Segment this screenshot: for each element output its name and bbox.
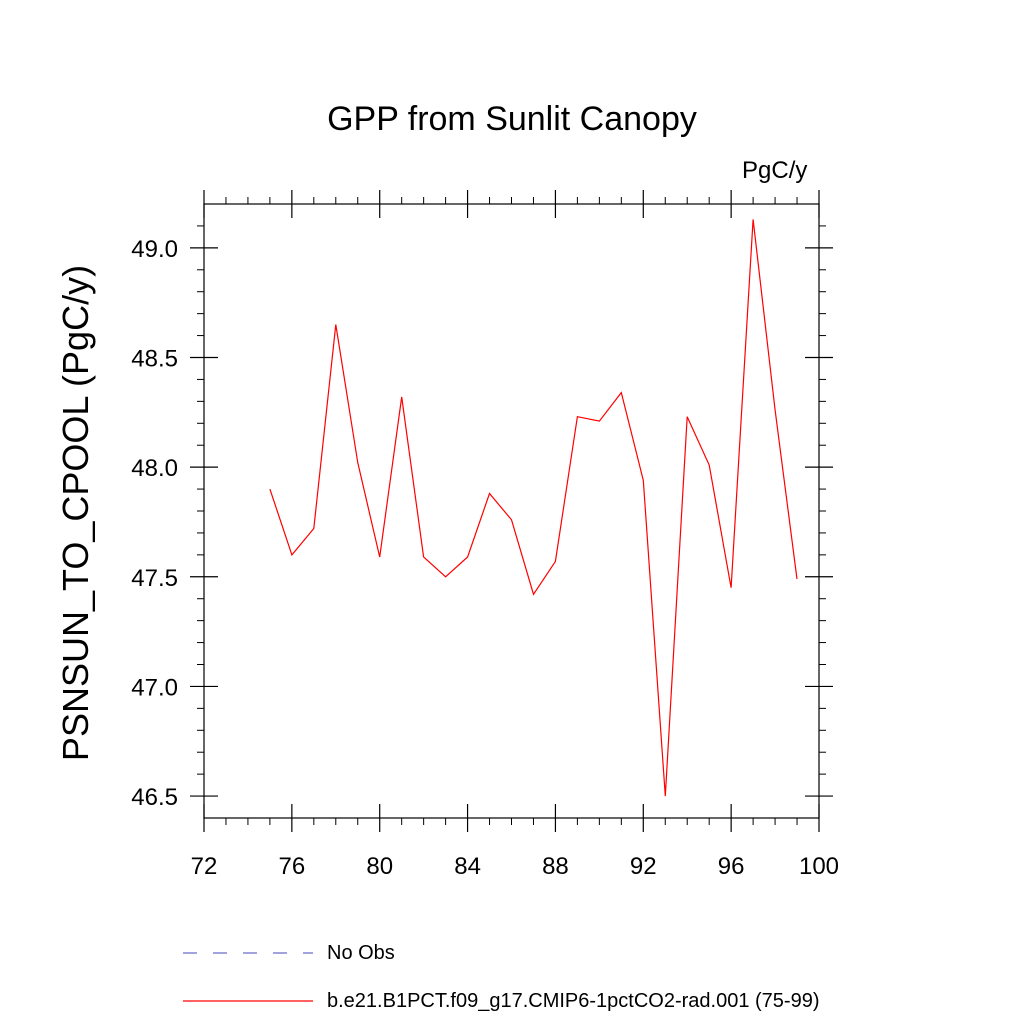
x-tick-label: 72 [191,853,218,880]
x-tick-label: 100 [799,853,839,880]
series-layer [269,219,798,797]
legend-item-series: b.e21.B1PCT.f09_g17.CMIP6-1pctCO2-rad.00… [183,989,820,1013]
y-tick-label: 47.0 [131,674,178,701]
legend-swatch-dashed [183,952,313,954]
y-tick-label: 47.5 [131,565,178,592]
y-tick-label: 48.5 [131,346,178,373]
series-line [269,219,798,797]
chart-title: GPP from Sunlit Canopy [327,100,697,138]
y-tick-label: 48.0 [131,455,178,482]
legend-label: No Obs [327,941,395,964]
units-label: PgC/y [742,157,808,184]
x-axis: 72 76 80 84 88 92 96 100 [191,190,839,880]
x-tick-label: 88 [542,853,569,880]
y-tick-label: 46.5 [131,784,178,811]
legend-item-no-obs: No Obs [183,941,395,965]
x-tick-label: 84 [454,853,481,880]
x-tick-label: 80 [366,853,393,880]
y-axis: 46.5 47.0 47.5 48.0 48.5 49.0 [131,225,833,811]
x-tick-label: 76 [279,853,306,880]
y-tick-label: 49.0 [131,236,178,263]
x-tick-label: 92 [630,853,657,880]
plot-frame [203,203,820,819]
legend-label: b.e21.B1PCT.f09_g17.CMIP6-1pctCO2-rad.00… [327,989,820,1012]
x-tick-label: 96 [718,853,745,880]
legend-swatch-solid [183,1000,313,1002]
